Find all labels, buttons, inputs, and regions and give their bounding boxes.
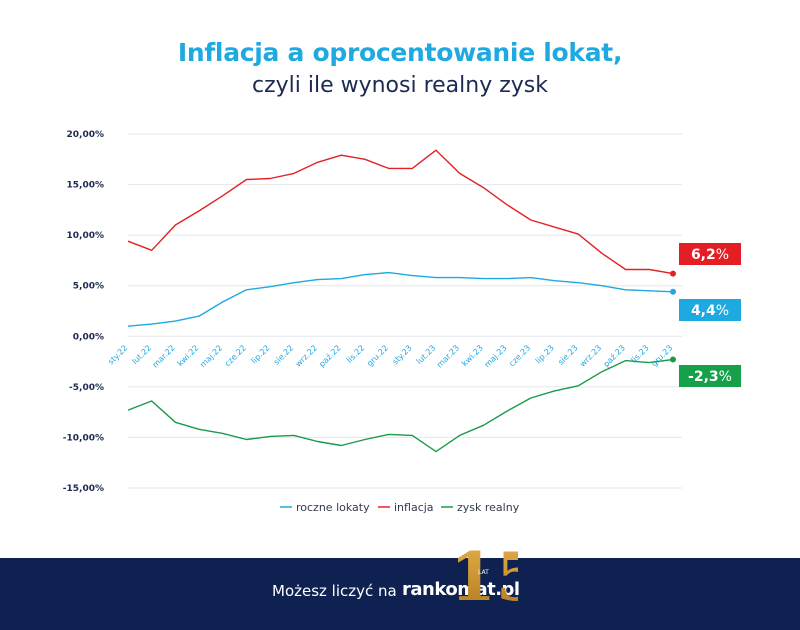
y-tick-label: 15,00% (67, 181, 105, 191)
legend-item: roczne lokaty (280, 501, 370, 514)
x-tick-label: sie.22 (272, 343, 295, 366)
legend-label: inflacja (394, 501, 434, 514)
series-line-2 (127, 358, 674, 453)
end-label-badge: 4,4% (679, 299, 741, 321)
x-tick-label: wrz.23 (578, 343, 603, 368)
legend-item: inflacja (378, 501, 434, 514)
x-tick-label: kwi.22 (176, 343, 201, 368)
end-label-value: 4,4 (691, 303, 716, 319)
series-end-point (670, 288, 676, 295)
x-tick-label: paź.23 (602, 343, 627, 368)
y-tick-label: 20,00% (67, 130, 105, 140)
end-label-badge: -2,3% (679, 365, 741, 387)
x-tick-label: mar.22 (151, 343, 177, 369)
badge-label: LAT (478, 569, 489, 576)
end-label-value: 6,2 (691, 247, 716, 263)
series-line-0 (127, 271, 674, 327)
x-tick-label: lut.23 (415, 343, 438, 366)
x-tick-label: gru.23 (650, 343, 675, 368)
end-label-badge: 6,2% (679, 243, 741, 265)
x-tick-label: sie.23 (556, 343, 579, 366)
x-tick-label: mar.23 (435, 343, 461, 369)
x-tick-label: lis.22 (345, 343, 366, 364)
x-tick-label: maj.23 (483, 343, 509, 369)
x-tick-label: cze.23 (507, 343, 532, 368)
badge-number: 15 (450, 538, 518, 616)
end-label-box (679, 299, 741, 321)
footer-banner: Możesz liczyć na rankomat.pl 15 LAT (0, 538, 800, 630)
chart-subtitle: czyli ile wynosi realny zysk (251, 73, 549, 98)
end-label-unit: % (716, 303, 729, 319)
x-tick-label: lut.22 (130, 343, 153, 366)
x-tick-label: gru.22 (365, 343, 390, 368)
x-tick-label: maj.22 (198, 343, 224, 369)
end-label-text: 4,4% (691, 303, 729, 319)
chart-title: Inflacja a oprocentowanie lokat, (177, 38, 623, 67)
x-tick-label: kwi.23 (460, 343, 485, 368)
series-line-1 (127, 149, 674, 275)
legend-item: zysk realny (441, 501, 520, 514)
x-tick-label: cze.22 (223, 343, 248, 368)
gridlines (128, 133, 682, 489)
end-label-box (679, 365, 741, 387)
x-tick-label: wrz.22 (294, 343, 319, 368)
x-tick-label: paź.22 (317, 343, 342, 368)
y-tick-label: -5,00% (69, 383, 104, 393)
legend-label: zysk realny (457, 501, 520, 514)
end-label-value: -2,3 (688, 369, 719, 385)
x-tick-label: lip.23 (534, 343, 556, 365)
y-tick-label: 10,00% (67, 231, 105, 241)
end-label-unit: % (716, 247, 729, 263)
end-label-unit: % (719, 369, 732, 385)
y-tick-label: 5,00% (73, 282, 104, 292)
y-tick-label: 0,00% (73, 332, 104, 342)
y-tick-label: -15,00% (63, 484, 104, 494)
series-end-point (670, 270, 676, 277)
anniversary-badge-icon: 15 LAT (450, 538, 518, 616)
end-label-text: 6,2% (691, 247, 729, 263)
footer-tagline: Możesz liczyć na (272, 582, 397, 600)
end-label-text: -2,3% (688, 369, 732, 385)
line-chart: 20,00% 15,00% 10,00% 5,00% 0,00% -5,00% -10,00… (63, 130, 741, 514)
brand-logo[interactable]: rankomat.pl (402, 579, 520, 600)
end-labels: 6,2%4,4%-2,3% (679, 243, 741, 387)
y-tick-label: -10,00% (63, 433, 104, 443)
x-tick-label: sty.23 (391, 343, 414, 366)
x-tick-label: sty.22 (106, 343, 129, 366)
x-tick-label: lip.22 (249, 343, 271, 365)
series-end-point (670, 356, 676, 363)
y-axis-ticks: 20,00% 15,00% 10,00% 5,00% 0,00% -5,00% -10,00… (63, 130, 104, 494)
legend-label: roczne lokaty (296, 501, 370, 514)
legend: roczne lokaty inflacja zysk realny (280, 501, 520, 514)
end-label-box (679, 243, 741, 265)
series-lines (127, 149, 676, 453)
